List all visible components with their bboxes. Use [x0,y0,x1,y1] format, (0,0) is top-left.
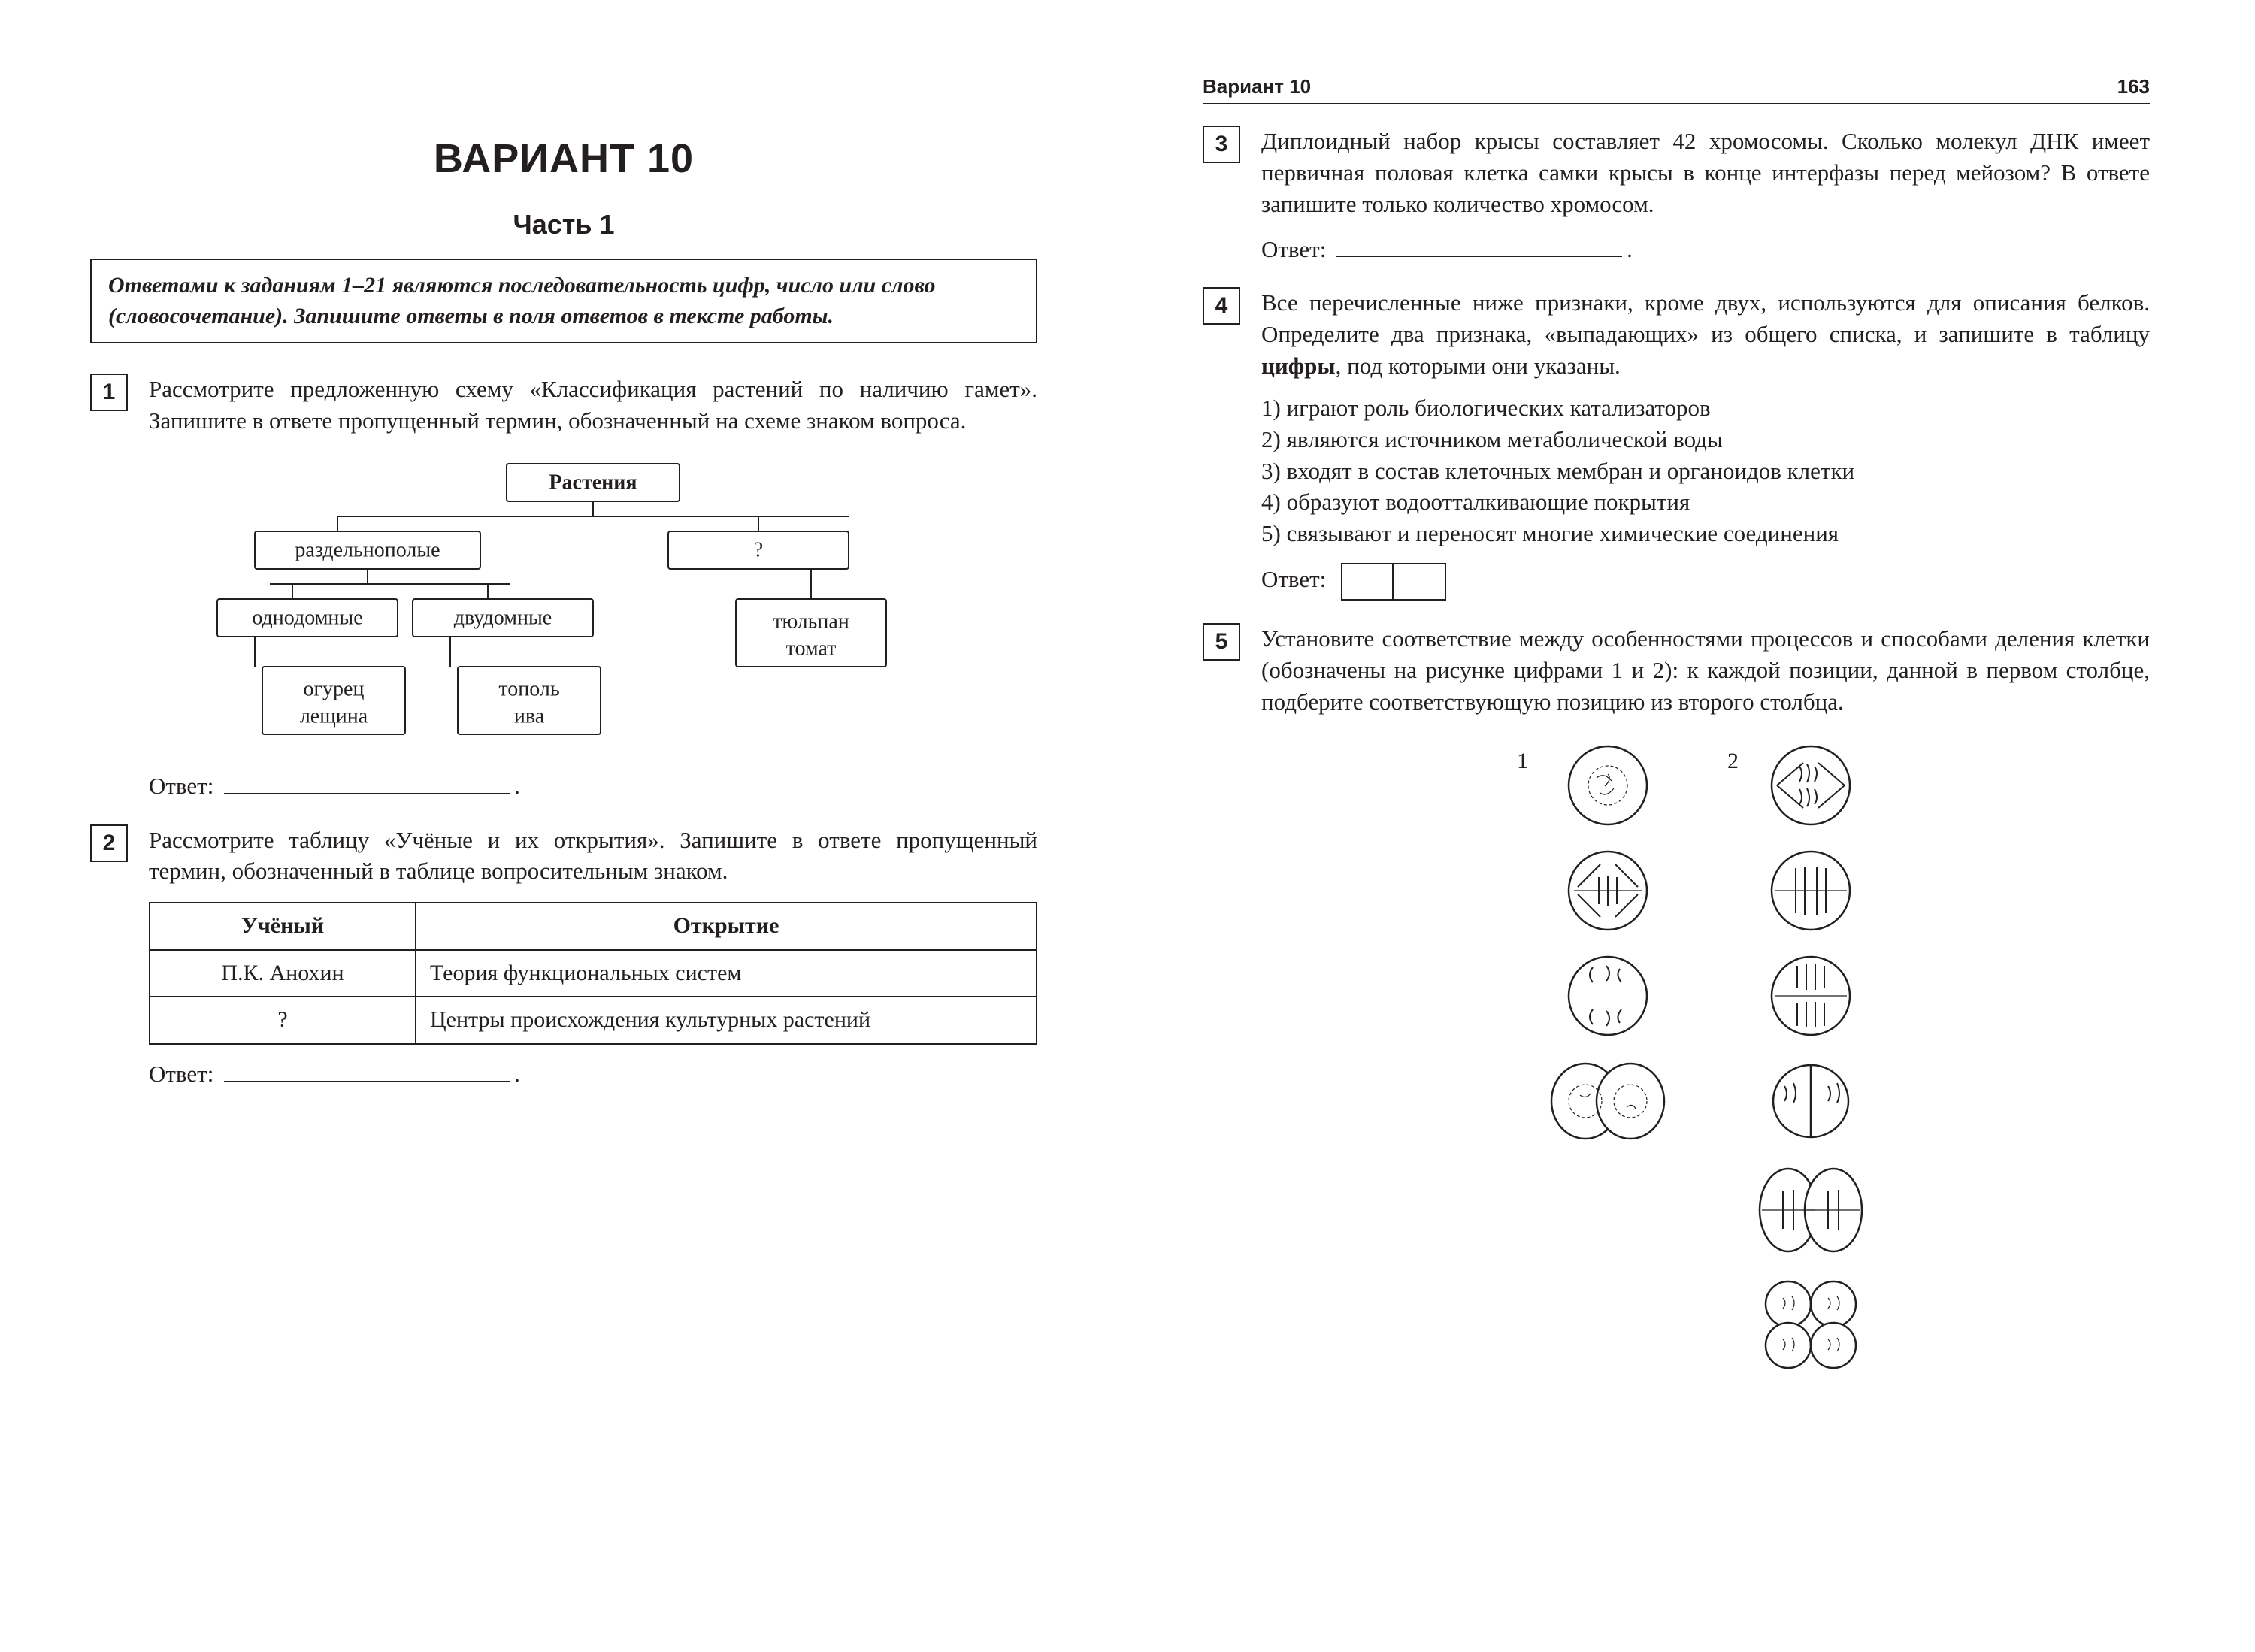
tree-l2c1: тюльпан [773,610,849,633]
tree-l1a: раздельнополые [295,538,440,561]
variant-title: ВАРИАНТ 10 [90,135,1037,182]
running-title: Вариант 10 [1203,75,1311,98]
page-number: 163 [2117,75,2150,98]
table-cell: Центры происхождения культурных растений [416,997,1037,1044]
task-number: 4 [1203,287,1240,325]
option: 1) играют роль биологических катализатор… [1261,392,2150,424]
task-5: 5 Установите соответствие между особенно… [1203,623,2150,1372]
options-list: 1) играют роль биологических катализатор… [1261,392,2150,549]
task-text: Рассмотрите таблицу «Учёные и их открыти… [149,824,1037,888]
option: 2) являются источником метаболической во… [1261,424,2150,455]
answer-blank[interactable] [224,1062,510,1082]
table-cell: П.К. Анохин [150,950,416,997]
tree-root: Растения [549,470,637,494]
answer-blank[interactable] [1336,238,1622,257]
answer-boxes[interactable] [1341,563,1446,601]
cell-stage [1754,1274,1867,1372]
col-label: 2 [1727,746,1739,777]
task-number: 3 [1203,126,1240,163]
option: 4) образуют водоотталкивающие покрытия [1261,486,2150,518]
cell-stage [1563,951,1653,1041]
cell-stage [1766,846,1856,936]
instruction-box: Ответами к заданиям 1–21 являются послед… [90,259,1037,343]
figure-col-2: 2 [1754,740,1867,1372]
task-body: Все перечисленные ниже признаки, кроме д… [1261,287,2150,601]
tree-l3b1: тополь [498,677,559,700]
task-number: 5 [1203,623,1240,661]
cell-stage [1754,1056,1867,1146]
tree-l3a1: огурец [304,677,365,700]
task-number: 1 [90,374,128,411]
task-number: 2 [90,824,128,862]
tree-l1b: ? [754,538,763,561]
running-head: Вариант 10 163 [1203,75,2150,104]
page-left: ВАРИАНТ 10 Часть 1 Ответами к заданиям 1… [0,0,1128,1652]
tree-l2a: однодомные [252,606,362,629]
task-text: Рассмотрите предложенную схему «Классифи… [149,374,1037,437]
task-3: 3 Диплоидный набор крысы составляет 42 х… [1203,126,2150,265]
col-label: 1 [1517,746,1528,777]
cell-stage [1563,740,1653,831]
cell-division-figure: 1 [1261,740,2150,1372]
scientists-table: Учёный Открытие П.К. Анохин Теория функц… [149,902,1037,1045]
page-right: Вариант 10 163 3 Диплоидный набор крысы … [1128,0,2255,1652]
tree-l2c2: томат [786,637,837,660]
task-2: 2 Рассмотрите таблицу «Учёные и их откры… [90,824,1037,1090]
task-1: 1 Рассмотрите предложенную схему «Класси… [90,374,1037,802]
option: 3) входят в состав клеточных мембран и о… [1261,455,2150,487]
task-text: Все перечисленные ниже признаки, кроме д… [1261,287,2150,382]
tree-l2b: двудомные [454,606,552,629]
task-body: Рассмотрите таблицу «Учёные и их открыти… [149,824,1037,1090]
cell-stage [1766,740,1856,831]
tree-l3b2: ива [514,704,545,728]
table-cell: ? [150,997,416,1044]
task-body: Рассмотрите предложенную схему «Классифи… [149,374,1037,802]
task-body: Диплоидный набор крысы составляет 42 хро… [1261,126,2150,265]
task-body: Установите соответствие между особенност… [1261,623,2150,1372]
answer-line-2: Ответ: . [149,1058,1037,1090]
task-text: Установите соответствие между особенност… [1261,623,2150,718]
figure-col-1: 1 [1544,740,1672,1372]
task-4: 4 Все перечисленные ниже признаки, кроме… [1203,287,2150,601]
part-title: Часть 1 [90,209,1037,241]
answer-line-3: Ответ: . [1261,234,2150,265]
cell-stage [1563,846,1653,936]
answer-line-1: Ответ: . [149,770,1037,802]
cell-stage [1544,1056,1672,1146]
answer-blank[interactable] [224,774,510,794]
task-text: Диплоидный набор крысы составляет 42 хро… [1261,126,2150,220]
answer-line-4: Ответ: [1261,563,2150,601]
cell-stage [1754,1161,1867,1259]
tree-l3a2: лещина [300,704,368,728]
col-discovery: Открытие [416,903,1037,950]
classification-tree: Растения раздельнополые ? однодомн [149,456,1037,757]
col-scientist: Учёный [150,903,416,950]
option: 5) связывают и переносят многие химическ… [1261,518,2150,549]
cell-stage [1766,951,1856,1041]
table-cell: Теория функциональных систем [416,950,1037,997]
